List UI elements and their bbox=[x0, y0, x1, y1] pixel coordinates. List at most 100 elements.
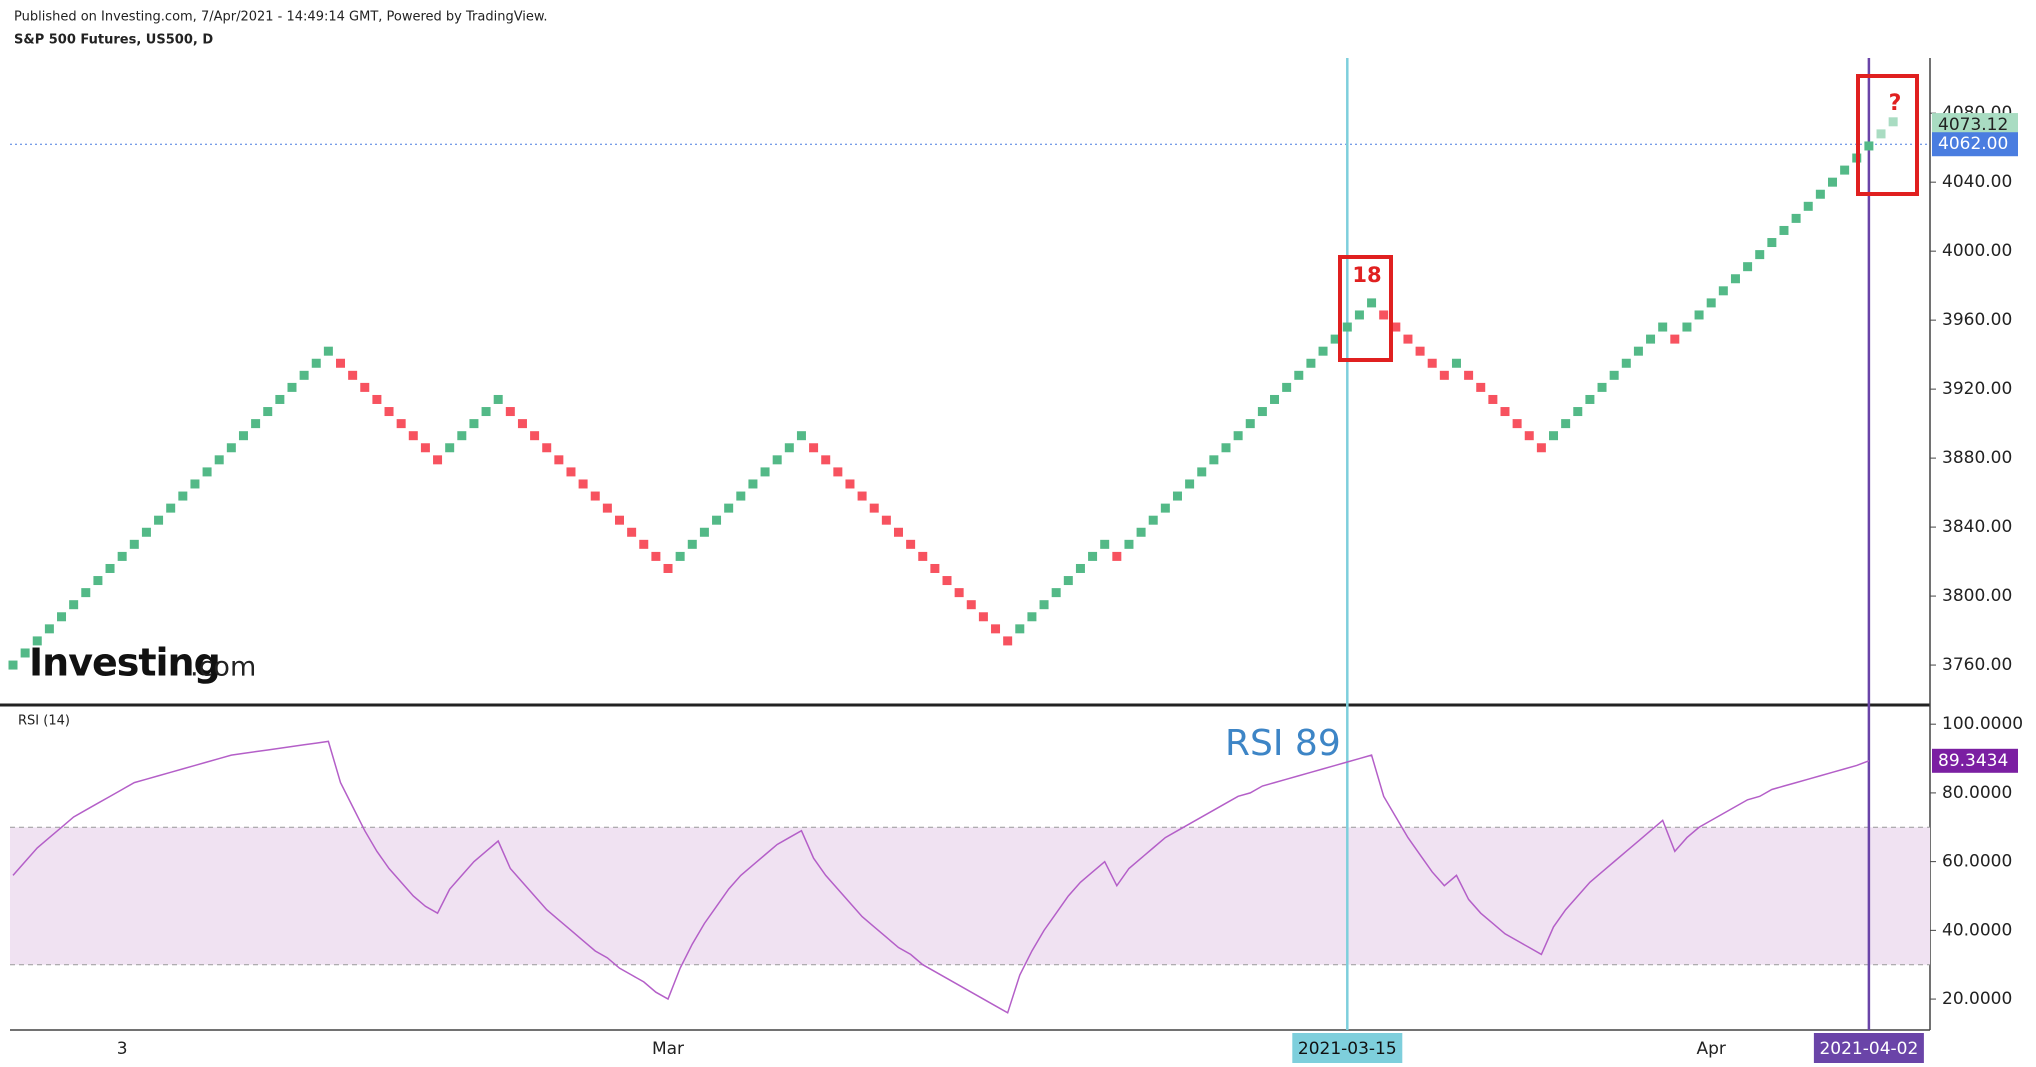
brick bbox=[1318, 346, 1328, 356]
price-badge bbox=[1932, 132, 2018, 157]
highlight-box bbox=[1856, 74, 1919, 196]
brick bbox=[893, 527, 903, 537]
brick bbox=[1415, 346, 1425, 356]
brick bbox=[1197, 467, 1207, 477]
y-tick-label: 40.0000 bbox=[1942, 920, 2012, 940]
brick bbox=[1828, 177, 1837, 187]
brick bbox=[445, 443, 455, 453]
rsi-band bbox=[10, 827, 1930, 965]
y-tick-label: 3840.00 bbox=[1942, 517, 2012, 537]
brick bbox=[251, 419, 261, 429]
rsi-line bbox=[12, 740, 1870, 1014]
brick bbox=[1172, 491, 1182, 501]
brick bbox=[1730, 274, 1740, 284]
brick bbox=[1063, 576, 1073, 586]
price-badge-label: 4062.00 bbox=[1938, 134, 2008, 154]
date-badge bbox=[1292, 1033, 1403, 1063]
brick bbox=[1633, 346, 1643, 356]
y-tick-label: 4000.00 bbox=[1942, 241, 2012, 261]
brick bbox=[748, 479, 758, 489]
brick bbox=[117, 551, 127, 561]
brick bbox=[348, 370, 358, 380]
brick bbox=[1391, 322, 1401, 332]
brick bbox=[32, 636, 42, 646]
brick bbox=[566, 467, 576, 477]
brick bbox=[1039, 600, 1049, 610]
brick bbox=[469, 419, 479, 429]
brick bbox=[287, 382, 297, 392]
brick bbox=[129, 539, 139, 549]
brick bbox=[299, 370, 309, 380]
brick bbox=[1791, 213, 1801, 223]
brick bbox=[1779, 225, 1789, 235]
x-tick-label: Mar bbox=[652, 1039, 684, 1059]
brick bbox=[1658, 322, 1668, 332]
brick bbox=[433, 455, 443, 465]
brick bbox=[1136, 527, 1146, 537]
brick bbox=[1718, 286, 1728, 296]
y-tick-label: 3920.00 bbox=[1942, 379, 2012, 399]
brick bbox=[323, 346, 333, 356]
brick bbox=[1427, 358, 1437, 368]
brick bbox=[857, 491, 867, 501]
brick bbox=[8, 660, 18, 670]
brick bbox=[881, 515, 891, 525]
brick bbox=[141, 527, 151, 537]
published-note: Published on Investing.com, 7/Apr/2021 -… bbox=[14, 10, 547, 25]
y-tick-label: 80.0000 bbox=[1942, 783, 2012, 803]
brick bbox=[651, 551, 661, 561]
brick bbox=[1682, 322, 1692, 332]
brick bbox=[821, 455, 831, 465]
brick bbox=[1051, 588, 1061, 598]
rsi-title: RSI (14) bbox=[18, 714, 70, 729]
y-tick-label: 4040.00 bbox=[1942, 172, 2012, 192]
brick bbox=[530, 431, 540, 441]
brick bbox=[1367, 298, 1377, 308]
brick bbox=[615, 515, 624, 525]
brick bbox=[1743, 262, 1753, 272]
brick bbox=[1864, 141, 1874, 151]
brick bbox=[1670, 334, 1680, 344]
brick bbox=[1597, 382, 1607, 392]
brick bbox=[772, 455, 782, 465]
y-tick-label: 3880.00 bbox=[1942, 448, 2012, 468]
brick bbox=[1815, 189, 1825, 199]
brick bbox=[1512, 419, 1522, 429]
x-tick-label: 3 bbox=[117, 1039, 128, 1059]
brick bbox=[1840, 165, 1850, 175]
date-label: 2021-04-02 bbox=[1819, 1039, 1918, 1059]
brick bbox=[1403, 334, 1413, 344]
rsi-annotation: RSI 89 bbox=[1225, 723, 1341, 764]
price-badge-label: 4073.12 bbox=[1938, 115, 2008, 135]
brick bbox=[481, 407, 491, 417]
brick bbox=[1330, 334, 1340, 344]
brick bbox=[1524, 431, 1534, 441]
brick bbox=[1148, 515, 1158, 525]
y-tick-label: 3760.00 bbox=[1942, 655, 2012, 675]
brick bbox=[1585, 394, 1595, 404]
brick bbox=[44, 624, 54, 634]
brick bbox=[238, 431, 248, 441]
brick bbox=[1294, 370, 1304, 380]
date-badge bbox=[1813, 1033, 1924, 1063]
brick bbox=[275, 394, 285, 404]
brick bbox=[1767, 238, 1777, 248]
brick bbox=[869, 503, 879, 513]
brick bbox=[517, 419, 527, 429]
brick bbox=[336, 358, 346, 368]
brick bbox=[1755, 250, 1765, 260]
brick bbox=[1476, 382, 1486, 392]
brick bbox=[1379, 310, 1389, 320]
brick bbox=[627, 527, 637, 537]
brick bbox=[1221, 443, 1231, 453]
brick bbox=[1160, 503, 1170, 513]
brick bbox=[202, 467, 212, 477]
brick bbox=[1536, 443, 1546, 453]
brick bbox=[1282, 382, 1292, 392]
brick bbox=[712, 515, 722, 525]
brick bbox=[542, 443, 552, 453]
brick bbox=[1609, 370, 1619, 380]
y-tick-label: 3800.00 bbox=[1942, 586, 2012, 606]
brick bbox=[978, 612, 988, 622]
